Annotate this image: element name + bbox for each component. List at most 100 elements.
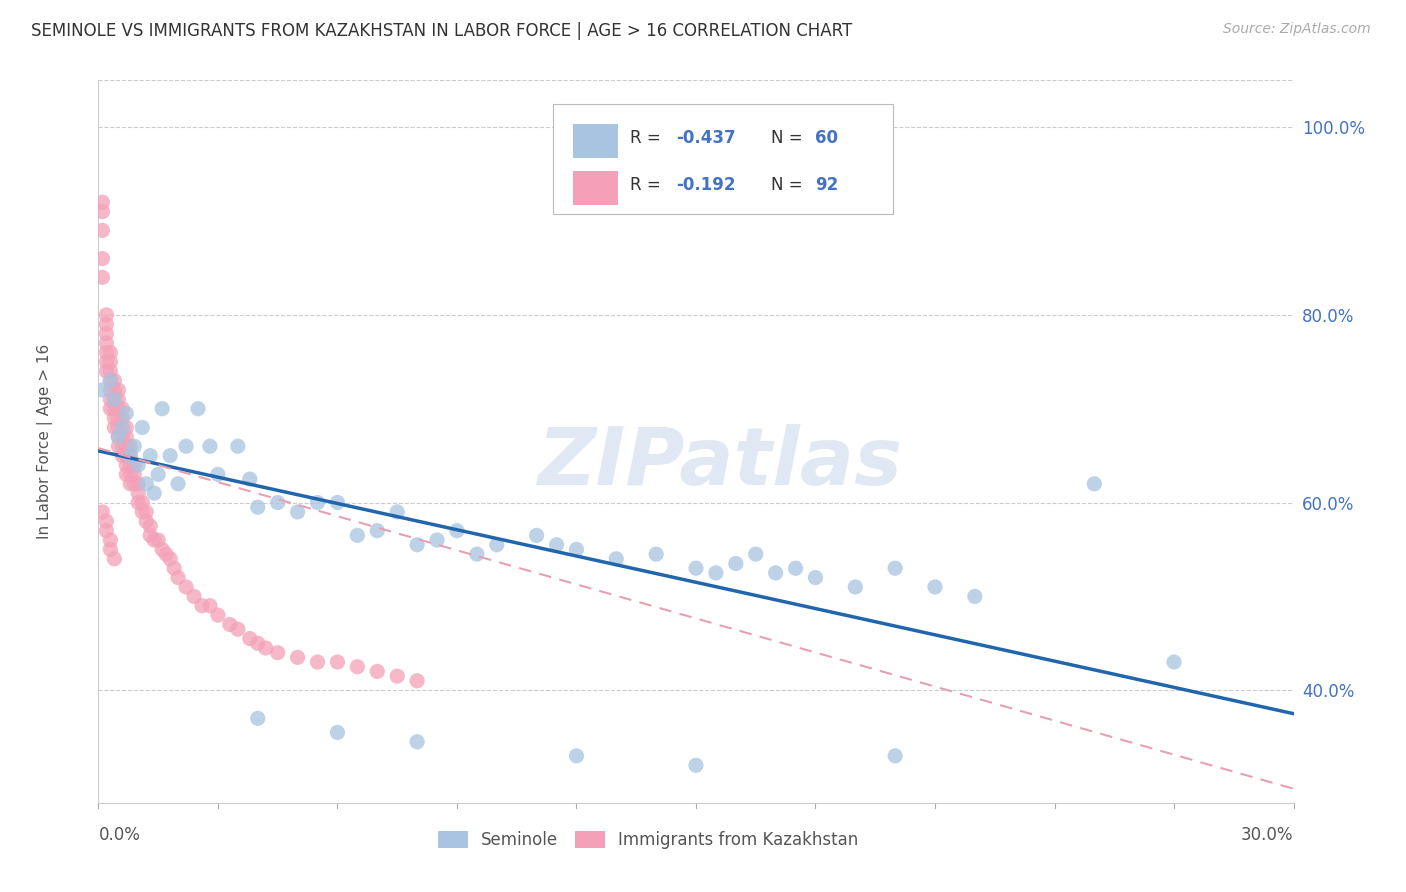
Point (107, 430, 129, 444)
Point (91, 252, 114, 266)
Point (98, 542, 122, 557)
Point (111, 449, 134, 463)
Point (120, 439, 142, 453)
Point (174, 439, 197, 453)
Point (326, 655, 349, 669)
Point (120, 476, 142, 491)
Point (96, 326, 118, 341)
Point (115, 406, 138, 420)
Point (98, 374, 122, 388)
Point (115, 449, 138, 463)
Point (103, 374, 125, 388)
Point (96, 308, 118, 322)
Point (139, 528, 162, 542)
Point (103, 420, 125, 434)
Point (844, 580, 866, 594)
Point (765, 566, 787, 580)
Point (115, 430, 138, 444)
Point (1163, 655, 1185, 669)
Point (785, 561, 807, 575)
Point (127, 495, 149, 509)
Point (120, 467, 142, 482)
Point (963, 590, 986, 604)
Point (485, 538, 508, 552)
Point (107, 439, 129, 453)
Point (239, 472, 262, 486)
Point (120, 449, 142, 463)
Point (148, 533, 170, 547)
Text: In Labor Force | Age > 16: In Labor Force | Age > 16 (37, 344, 52, 539)
Point (406, 538, 429, 552)
Point (645, 547, 668, 561)
Point (91, 270, 114, 285)
Point (143, 486, 166, 500)
Point (724, 557, 747, 571)
Point (884, 561, 907, 575)
Point (685, 758, 707, 772)
Point (111, 401, 134, 416)
Point (98, 345, 122, 359)
Point (346, 528, 368, 542)
Point (111, 411, 134, 425)
Point (96, 364, 118, 378)
Point (98, 401, 122, 416)
Point (127, 476, 149, 491)
Point (183, 590, 205, 604)
Point (246, 711, 269, 725)
Point (98, 374, 122, 388)
Point (135, 514, 157, 528)
Point (346, 659, 368, 673)
Text: -0.437: -0.437 (676, 129, 735, 147)
Point (111, 420, 134, 434)
Point (115, 439, 138, 453)
Point (167, 571, 190, 585)
Point (207, 608, 229, 623)
Point (120, 449, 142, 463)
Point (111, 439, 134, 453)
Point (107, 383, 129, 397)
Point (884, 748, 907, 763)
Point (366, 524, 388, 538)
Point (135, 476, 157, 491)
Point (139, 519, 162, 533)
Text: -0.192: -0.192 (676, 176, 735, 194)
Point (124, 458, 146, 472)
Point (385, 669, 409, 683)
Legend: Seminole, Immigrants from Kazakhstan: Seminole, Immigrants from Kazakhstan (432, 824, 865, 856)
Point (159, 449, 181, 463)
Point (96, 355, 118, 369)
Point (107, 401, 129, 416)
Text: R =: R = (630, 176, 666, 194)
Text: 60: 60 (815, 129, 838, 147)
Point (120, 458, 142, 472)
Point (526, 528, 548, 542)
Point (91, 195, 114, 210)
Point (254, 640, 277, 655)
Text: ZIPatlas: ZIPatlas (537, 425, 903, 502)
Point (307, 655, 329, 669)
Point (187, 401, 209, 416)
Point (426, 533, 449, 547)
Point (246, 636, 269, 650)
Point (287, 505, 309, 519)
Text: 0.0%: 0.0% (98, 826, 141, 844)
Point (150, 542, 173, 557)
Point (446, 524, 468, 538)
Point (150, 401, 173, 416)
Point (167, 476, 190, 491)
Point (96, 345, 118, 359)
Point (565, 748, 588, 763)
Point (98, 383, 122, 397)
FancyBboxPatch shape (572, 170, 619, 205)
Point (111, 420, 134, 434)
Point (124, 439, 146, 453)
Point (103, 401, 125, 416)
Point (96, 524, 118, 538)
Point (107, 430, 129, 444)
Point (219, 617, 242, 632)
Point (98, 355, 122, 369)
Point (135, 505, 157, 519)
Point (326, 495, 349, 509)
Point (107, 420, 129, 434)
Point (163, 561, 186, 575)
